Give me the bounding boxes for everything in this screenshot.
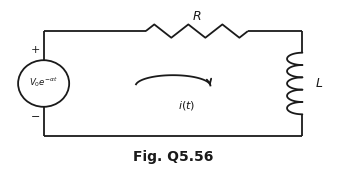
Text: $i(t)$: $i(t)$: [178, 99, 195, 112]
Text: L: L: [316, 77, 323, 90]
Text: +: +: [30, 45, 40, 55]
Text: R: R: [192, 10, 201, 23]
Text: $V_0 e^{-\alpha t}$: $V_0 e^{-\alpha t}$: [29, 75, 58, 89]
Text: $-$: $-$: [30, 110, 40, 120]
Text: Fig. Q5.56: Fig. Q5.56: [133, 150, 213, 164]
